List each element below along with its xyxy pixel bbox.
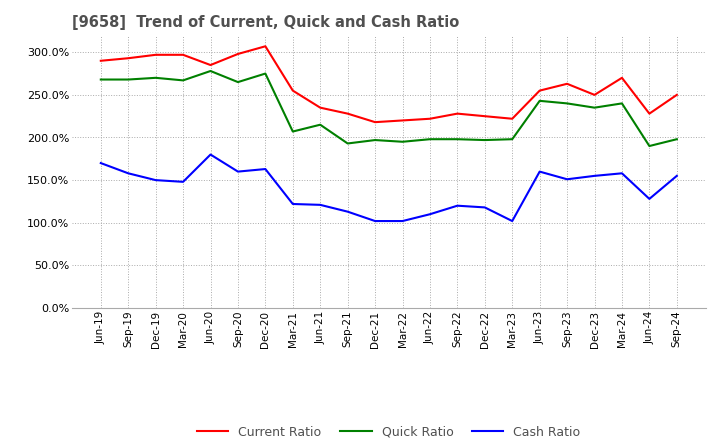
Cash Ratio: [536, 169, 544, 174]
Cash Ratio: [618, 171, 626, 176]
Current Ratio: [179, 52, 187, 58]
Cash Ratio: [371, 218, 379, 224]
Current Ratio: [480, 114, 489, 119]
Quick Ratio: [480, 137, 489, 143]
Quick Ratio: [96, 77, 105, 82]
Current Ratio: [563, 81, 572, 86]
Quick Ratio: [289, 129, 297, 134]
Cash Ratio: [289, 202, 297, 207]
Cash Ratio: [233, 169, 242, 174]
Cash Ratio: [426, 212, 434, 217]
Current Ratio: [343, 111, 352, 116]
Current Ratio: [151, 52, 160, 58]
Cash Ratio: [261, 166, 270, 172]
Current Ratio: [124, 55, 132, 61]
Cash Ratio: [124, 171, 132, 176]
Current Ratio: [398, 118, 407, 123]
Quick Ratio: [124, 77, 132, 82]
Cash Ratio: [206, 152, 215, 157]
Quick Ratio: [453, 136, 462, 142]
Quick Ratio: [645, 143, 654, 149]
Cash Ratio: [343, 209, 352, 214]
Cash Ratio: [563, 176, 572, 182]
Cash Ratio: [672, 173, 681, 179]
Quick Ratio: [536, 98, 544, 103]
Cash Ratio: [316, 202, 325, 208]
Current Ratio: [672, 92, 681, 98]
Cash Ratio: [645, 196, 654, 202]
Current Ratio: [645, 111, 654, 116]
Quick Ratio: [316, 122, 325, 127]
Current Ratio: [590, 92, 599, 98]
Current Ratio: [426, 116, 434, 121]
Current Ratio: [618, 75, 626, 81]
Cash Ratio: [179, 179, 187, 184]
Cash Ratio: [453, 203, 462, 209]
Quick Ratio: [563, 101, 572, 106]
Current Ratio: [206, 62, 215, 68]
Quick Ratio: [398, 139, 407, 144]
Legend: Current Ratio, Quick Ratio, Cash Ratio: Current Ratio, Quick Ratio, Cash Ratio: [192, 421, 585, 440]
Current Ratio: [316, 105, 325, 110]
Current Ratio: [261, 44, 270, 49]
Current Ratio: [233, 51, 242, 57]
Current Ratio: [96, 58, 105, 63]
Line: Cash Ratio: Cash Ratio: [101, 154, 677, 221]
Quick Ratio: [206, 68, 215, 73]
Quick Ratio: [426, 136, 434, 142]
Current Ratio: [371, 120, 379, 125]
Current Ratio: [453, 111, 462, 116]
Quick Ratio: [261, 71, 270, 76]
Quick Ratio: [151, 75, 160, 81]
Quick Ratio: [618, 101, 626, 106]
Line: Current Ratio: Current Ratio: [101, 46, 677, 122]
Cash Ratio: [508, 218, 516, 224]
Quick Ratio: [371, 137, 379, 143]
Quick Ratio: [590, 105, 599, 110]
Current Ratio: [289, 88, 297, 93]
Cash Ratio: [398, 218, 407, 224]
Cash Ratio: [590, 173, 599, 179]
Line: Quick Ratio: Quick Ratio: [101, 71, 677, 146]
Cash Ratio: [151, 177, 160, 183]
Quick Ratio: [233, 80, 242, 85]
Current Ratio: [536, 88, 544, 93]
Quick Ratio: [508, 136, 516, 142]
Quick Ratio: [343, 141, 352, 146]
Quick Ratio: [672, 136, 681, 142]
Text: [9658]  Trend of Current, Quick and Cash Ratio: [9658] Trend of Current, Quick and Cash …: [72, 15, 459, 30]
Cash Ratio: [480, 205, 489, 210]
Cash Ratio: [96, 161, 105, 166]
Quick Ratio: [179, 78, 187, 83]
Current Ratio: [508, 116, 516, 121]
